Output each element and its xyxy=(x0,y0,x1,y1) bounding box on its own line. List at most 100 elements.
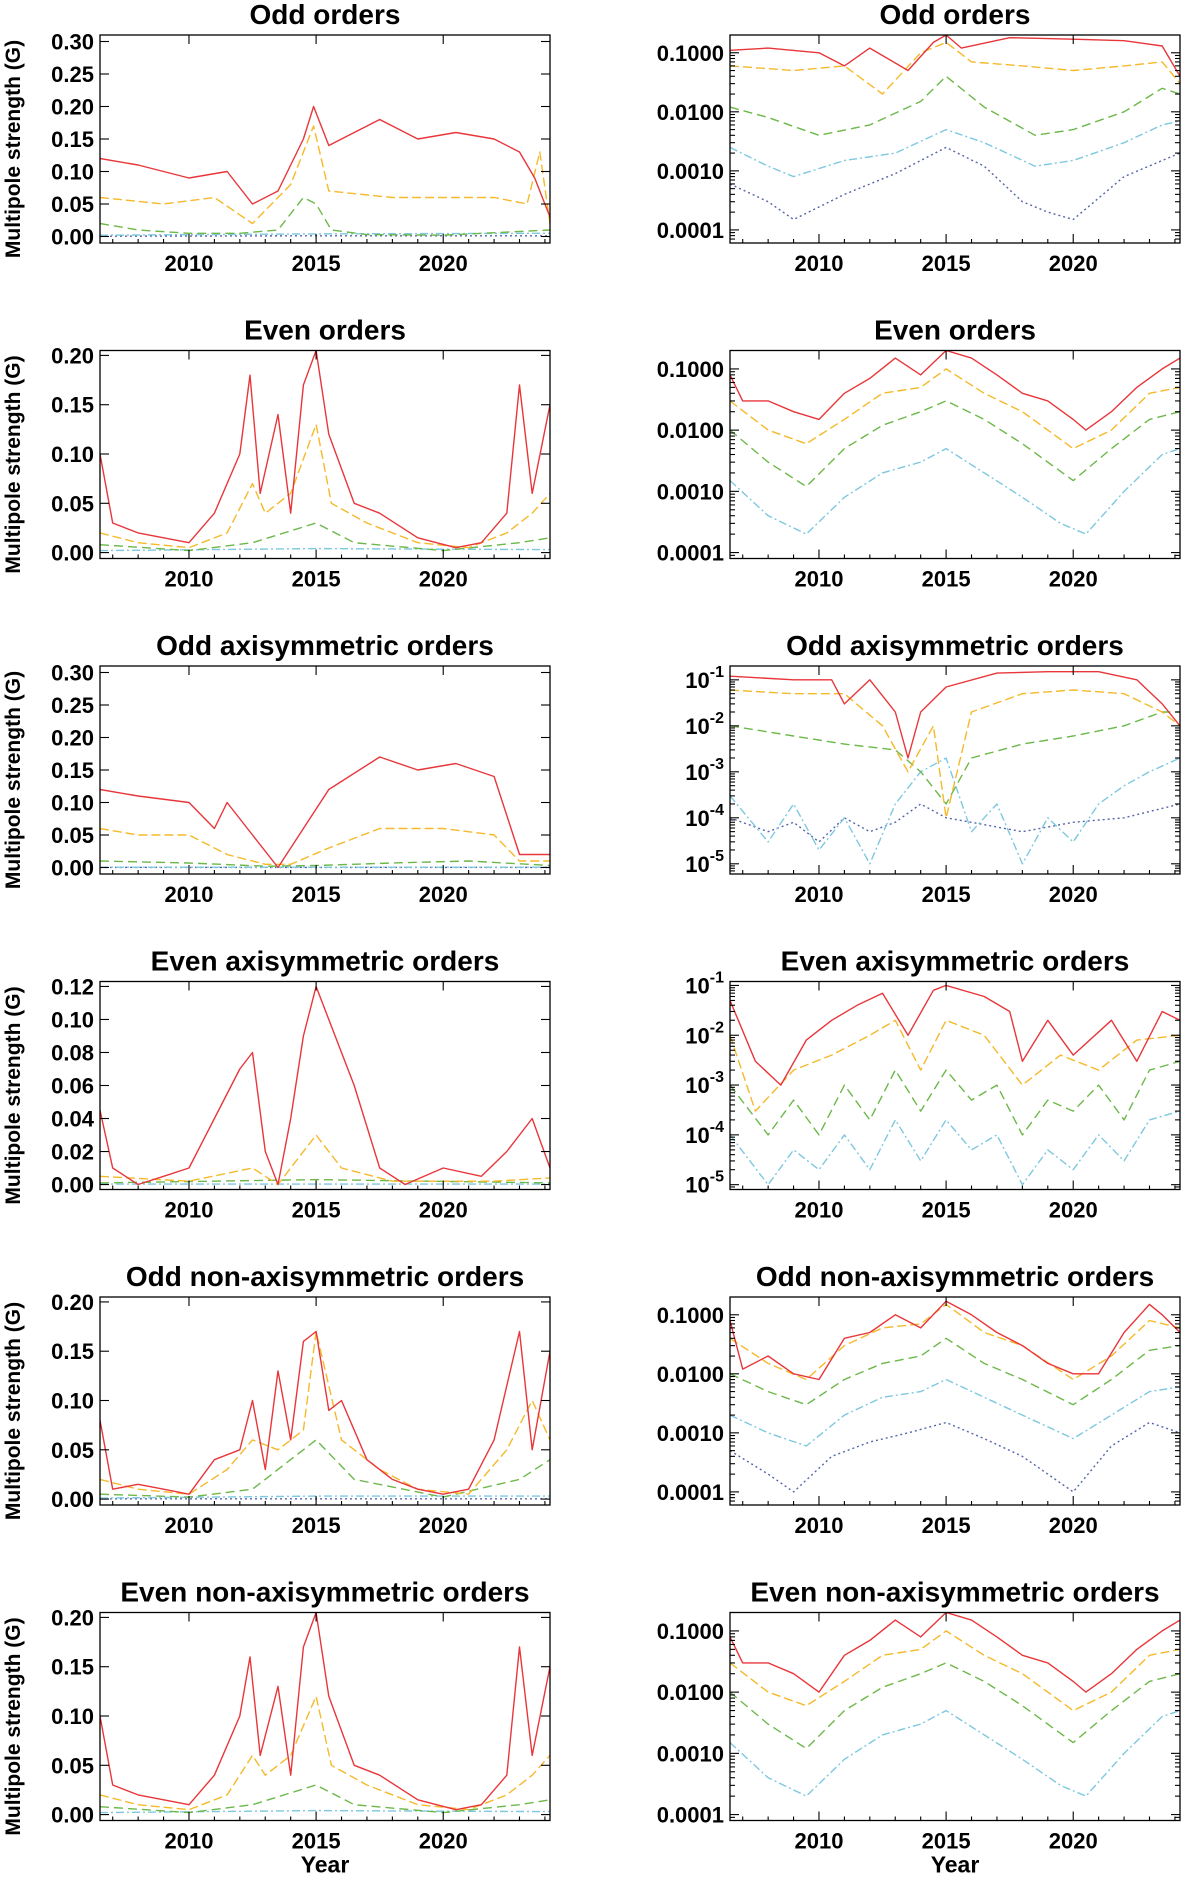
series-group xyxy=(100,1612,550,1814)
y-tick-label: 0.12 xyxy=(51,974,94,999)
y-tick-label: 0.0010 xyxy=(657,159,724,184)
series-line-1 xyxy=(730,35,1180,77)
plot-frame xyxy=(99,665,551,875)
y-tick-label: 0.0100 xyxy=(657,1362,724,1387)
x-tick-label: 2010 xyxy=(165,567,214,592)
series-line-5 xyxy=(730,1421,1180,1493)
x-tick-label: 2020 xyxy=(1049,1198,1098,1223)
series-group xyxy=(100,985,550,1186)
series-line-4 xyxy=(100,1809,550,1814)
x-tick-label: 2010 xyxy=(165,882,214,907)
panel-4: Even orders 2010 2015 2020 0.0001 0.0010 0.010… xyxy=(657,315,1181,592)
series-line-1 xyxy=(100,985,550,1186)
y-tick-label: 0.00 xyxy=(51,1173,94,1198)
x-tick-label: 2015 xyxy=(292,1198,341,1223)
series-line-2 xyxy=(730,1303,1180,1381)
y-tick-label: 10-5 xyxy=(685,1169,724,1198)
series-line-2 xyxy=(100,827,550,865)
series-group xyxy=(100,1330,550,1500)
y-tick-label: 0.20 xyxy=(51,343,94,368)
panel-title: Odd orders xyxy=(250,0,401,30)
panel-title: Odd axisymmetric orders xyxy=(156,630,494,661)
plot-frame xyxy=(99,980,551,1191)
y-tick-label: 0.1000 xyxy=(657,41,724,66)
y-tick-label: 0.1000 xyxy=(657,357,724,382)
y-axis-label: Multipole strength (G) xyxy=(2,986,25,1204)
x-tick-label: 2010 xyxy=(795,1513,844,1538)
series-line-4 xyxy=(730,1378,1180,1447)
series-line-3 xyxy=(730,711,1180,805)
series-line-3 xyxy=(730,1060,1180,1136)
x-tick-label: 2010 xyxy=(795,1829,844,1854)
y-tick-label: 10-4 xyxy=(685,802,724,831)
x-tick-label: 2015 xyxy=(922,882,971,907)
series-line-2 xyxy=(100,125,550,225)
panel-7: Even axisymmetric orders 2010 2015 2020 0.00… xyxy=(2,946,551,1223)
panel-10: Odd non-axisymmetric orders 2010 2015 2020 0… xyxy=(657,1261,1181,1538)
plot-frame xyxy=(729,1611,1181,1822)
panel-8: Even axisymmetric orders 2010 2015 2020 10-5… xyxy=(685,946,1181,1223)
x-tick-label: 2015 xyxy=(292,1513,341,1538)
y-tick-label: 0.10 xyxy=(51,160,94,185)
series-line-1 xyxy=(100,350,550,549)
x-tick-label: 2015 xyxy=(922,251,971,276)
x-tick-label: 2020 xyxy=(1049,1513,1098,1538)
x-tick-label: 2010 xyxy=(165,251,214,276)
y-tick-label: 0.0001 xyxy=(657,541,724,566)
y-axis-label: Multipole strength (G) xyxy=(2,1617,25,1835)
series-line-1 xyxy=(730,1300,1180,1381)
plot-frame xyxy=(729,349,1181,560)
x-tick-label: 2015 xyxy=(922,1198,971,1223)
series-line-4 xyxy=(730,1110,1180,1186)
y-tick-label: 0.0010 xyxy=(657,1421,724,1446)
plot-frame xyxy=(729,980,1181,1191)
series-line-2 xyxy=(730,1630,1180,1712)
y-tick-label: 0.25 xyxy=(51,62,94,87)
series-group xyxy=(730,1300,1180,1493)
panel-title: Even non-axisymmetric orders xyxy=(750,1577,1159,1608)
y-tick-label: 0.08 xyxy=(51,1040,94,1065)
x-axis-label: Year xyxy=(931,1852,980,1878)
y-tick-label: 0.10 xyxy=(51,1389,94,1414)
y-tick-label: 10-2 xyxy=(685,710,724,739)
x-tick-label: 2010 xyxy=(165,1198,214,1223)
plot-frame xyxy=(99,34,551,244)
series-group xyxy=(100,350,550,552)
x-tick-label: 2020 xyxy=(419,251,468,276)
y-tick-label: 0.0100 xyxy=(657,100,724,125)
y-tick-label: 0.1000 xyxy=(657,1619,724,1644)
y-tick-label: 0.20 xyxy=(51,1605,94,1630)
x-tick-label: 2015 xyxy=(292,1829,341,1854)
y-tick-label: 0.0001 xyxy=(657,218,724,243)
y-tick-label: 0.00 xyxy=(51,1487,94,1512)
y-tick-label: 0.0100 xyxy=(657,1680,724,1705)
y-tick-label: 10-3 xyxy=(685,756,724,785)
y-tick-label: 0.0001 xyxy=(657,1803,724,1828)
y-tick-label: 0.0010 xyxy=(657,1741,724,1766)
series-line-1 xyxy=(730,671,1180,759)
series-line-2 xyxy=(730,41,1180,95)
series-line-1 xyxy=(100,756,550,869)
x-tick-label: 2010 xyxy=(165,1513,214,1538)
series-group xyxy=(730,1612,1180,1797)
series-line-2 xyxy=(100,1134,550,1186)
y-tick-label: 0.15 xyxy=(51,127,94,152)
x-tick-label: 2020 xyxy=(419,1198,468,1223)
panel-title: Even axisymmetric orders xyxy=(151,946,500,977)
panel-12: Even non-axisymmetric orders 2010 2015 2020… xyxy=(657,1577,1181,1878)
y-tick-label: 0.15 xyxy=(51,758,94,783)
series-line-3 xyxy=(100,522,550,552)
y-tick-label: 0.00 xyxy=(51,225,94,250)
y-tick-label: 0.00 xyxy=(51,541,94,566)
series-line-4 xyxy=(100,1495,550,1499)
series-line-2 xyxy=(730,368,1180,450)
y-tick-label: 0.0100 xyxy=(657,418,724,443)
x-tick-label: 2015 xyxy=(922,1829,971,1854)
x-tick-label: 2015 xyxy=(292,882,341,907)
panel-2: Odd orders 2010 2015 2020 0.0001 0.0010 0.0100… xyxy=(657,0,1181,276)
panel-title: Odd non-axisymmetric orders xyxy=(756,1261,1154,1292)
series-line-3 xyxy=(730,400,1180,488)
x-tick-label: 2010 xyxy=(795,882,844,907)
series-line-4 xyxy=(730,1709,1180,1797)
